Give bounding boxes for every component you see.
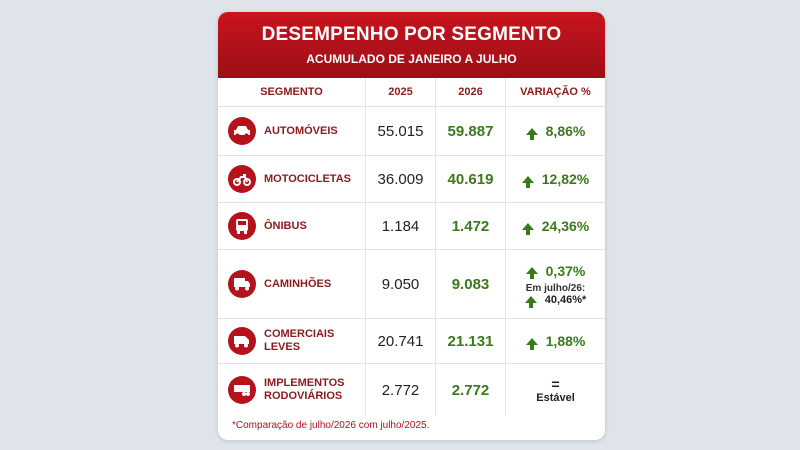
value-2025: 2.772 (365, 364, 435, 416)
note: Em julho/26: (525, 282, 586, 294)
subtitle: ACUMULADO DE JANEIRO A JULHO (306, 52, 517, 66)
van-icon (228, 327, 256, 355)
column-label: VARIAÇÃO % (505, 78, 605, 106)
up-arrow (525, 267, 538, 279)
up-arrow (524, 296, 537, 308)
segment: ÔNIBUS (264, 219, 307, 232)
value-2026: 40.619 (435, 156, 505, 202)
variation: = (551, 376, 560, 392)
column-label: SEGMENTO (260, 86, 323, 98)
card: DESEMPENHO POR SEGMENTO ACUMULADO DE JAN… (218, 12, 605, 440)
up-arrow (521, 175, 534, 188)
column-header: SEGMENTO 2025 2026 VARIAÇÃO % (218, 78, 605, 107)
up-arrow (525, 127, 538, 140)
title: DESEMPENHO POR SEGMENTO (261, 24, 562, 45)
status: Estável (536, 392, 575, 404)
segment: CAMINHÕES (264, 277, 332, 290)
footnote: *Comparação de julho/2026 com julho/2025… (232, 420, 430, 431)
variation: 24,36% (541, 218, 590, 234)
table-row: IMPLEMENTOS RODOVIÁRIOS 2.772 2.772 = Es… (218, 364, 605, 416)
up-arrow (525, 337, 538, 350)
segment: MOTOCICLETAS (264, 172, 351, 185)
variation: 8,86% (545, 123, 586, 139)
table-row: CAMINHÕES 9.050 9.083 0,37% Em julho/26:… (218, 250, 605, 319)
value-2026: 1.472 (435, 203, 505, 249)
table-row: MOTOCICLETAS 36.009 40.619 12,82% (218, 156, 605, 203)
table-row: AUTOMÓVEIS 55.015 59.887 8,86% (218, 107, 605, 156)
value-2026: 21.131 (435, 319, 505, 363)
value-2025: 1.184 (365, 203, 435, 249)
variation: 1,88% (545, 333, 586, 349)
value-2026: 59.887 (435, 107, 505, 155)
value-2025: 55.015 (365, 107, 435, 155)
trailer-icon (228, 376, 256, 404)
bus-icon (228, 212, 256, 240)
variation: 0,37% (545, 262, 586, 279)
value-2025: 9.050 (365, 250, 435, 318)
column-label: 2025 (365, 78, 435, 106)
variation: 12,82% (541, 171, 590, 187)
segment: AUTOMÓVEIS (264, 124, 338, 137)
segment: COMERCIAIS LEVES (264, 328, 335, 353)
header: DESEMPENHO POR SEGMENTO ACUMULADO DE JAN… (218, 12, 605, 78)
value-2026: 2.772 (435, 364, 505, 416)
table-row: COMERCIAIS LEVES 20.741 21.131 1,88% (218, 319, 605, 364)
value-2025: 36.009 (365, 156, 435, 202)
segment: IMPLEMENTOS RODOVIÁRIOS (264, 377, 345, 402)
note-value: 40,46%* (544, 293, 587, 306)
value-2026: 9.083 (435, 250, 505, 318)
column-label: 2026 (435, 78, 505, 106)
truck-icon (228, 270, 256, 298)
motorcycle-icon (228, 165, 256, 193)
value-2025: 20.741 (365, 319, 435, 363)
up-arrow (521, 222, 534, 235)
table-row: ÔNIBUS 1.184 1.472 24,36% (218, 203, 605, 250)
car-icon (228, 117, 256, 145)
